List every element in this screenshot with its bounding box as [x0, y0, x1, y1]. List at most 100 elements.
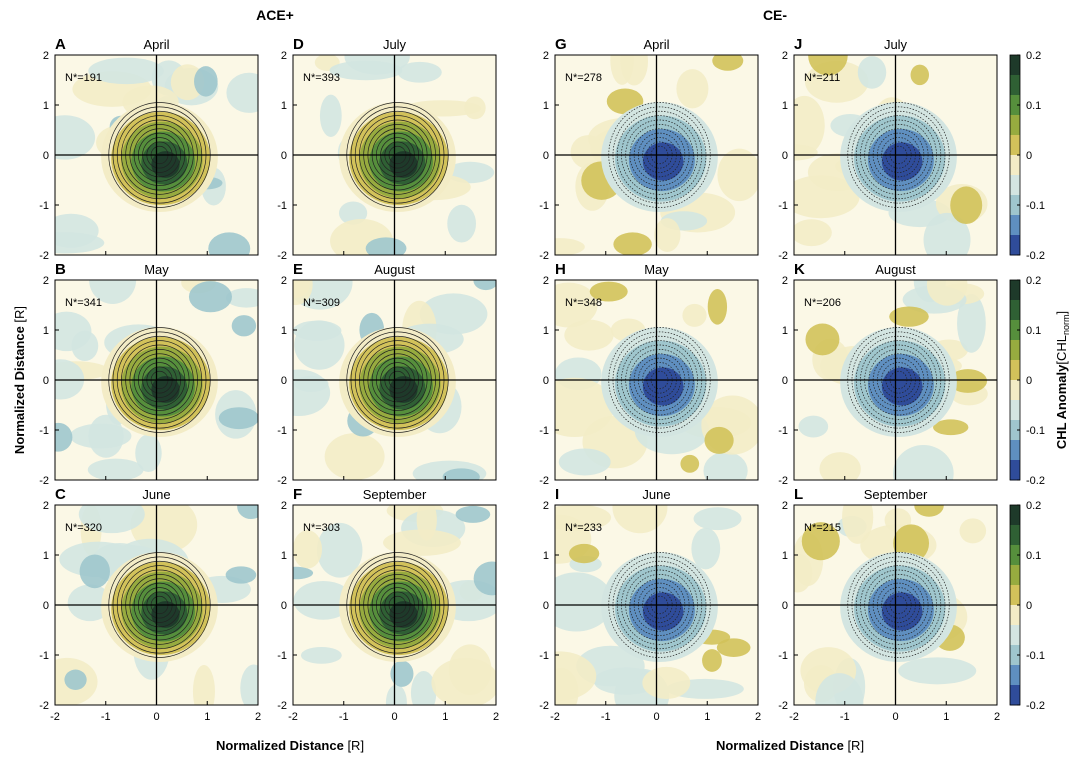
blob — [151, 376, 180, 403]
x-tick-label: 0 — [391, 711, 397, 723]
patch — [923, 212, 971, 255]
panel-annotation: N*=233 — [565, 522, 602, 534]
blob — [151, 151, 180, 178]
y-tick-label: -2 — [539, 475, 549, 487]
x-tick-label: -2 — [789, 711, 799, 723]
blob — [151, 601, 180, 628]
patch — [293, 280, 313, 306]
colorbar-band — [1010, 95, 1020, 116]
panel-title: September — [363, 487, 427, 502]
y-tick-label: -2 — [39, 700, 49, 712]
y-tick-label: 2 — [782, 50, 788, 62]
colorbar-band — [1010, 235, 1020, 256]
panel-letter: C — [55, 486, 66, 503]
patch — [385, 684, 407, 705]
blob — [389, 151, 418, 178]
blob — [881, 142, 923, 181]
patch — [613, 232, 652, 255]
colorbar-tick-label: -0.1 — [1026, 425, 1045, 437]
patch — [805, 323, 840, 356]
panel-annotation: N*=278 — [565, 72, 602, 84]
panel-annotation: N*=320 — [65, 522, 102, 534]
patch — [78, 505, 145, 534]
patch — [431, 657, 496, 705]
patch — [707, 289, 728, 325]
panel-field — [293, 505, 496, 705]
colorbar-band — [1010, 400, 1020, 421]
y-axis-label: Normalized Distance [R] — [12, 306, 27, 454]
panel-letter: B — [55, 261, 66, 278]
patch — [442, 468, 480, 480]
patch — [914, 505, 944, 517]
panel-letter: H — [555, 261, 566, 278]
colorbar-band — [1010, 645, 1020, 666]
x-tick-label: -2 — [550, 711, 560, 723]
patch — [324, 433, 385, 480]
colorbar-band — [1010, 195, 1020, 216]
patch — [555, 377, 614, 438]
patch — [293, 369, 331, 416]
patch — [225, 566, 257, 584]
colorbar-band — [1010, 300, 1020, 321]
patch — [555, 651, 597, 701]
patch — [225, 288, 258, 308]
patch — [680, 454, 700, 473]
patch — [473, 561, 496, 596]
x-tick-label: -2 — [50, 711, 60, 723]
panel-field — [555, 55, 758, 255]
patch — [555, 572, 614, 632]
y-tick-label: 1 — [43, 325, 49, 337]
panel-field — [293, 55, 496, 255]
patch — [570, 135, 606, 169]
patch — [71, 330, 99, 362]
y-tick-label: 2 — [281, 50, 287, 62]
y-label-text: Normalized Distance — [12, 326, 27, 454]
blob — [881, 592, 923, 631]
colorbar-tick-label: 0.1 — [1026, 325, 1041, 337]
patch — [240, 664, 258, 705]
patch — [815, 673, 864, 705]
patch — [794, 219, 832, 247]
colorbar-band — [1010, 380, 1020, 401]
y-tick-label: 0 — [281, 600, 287, 612]
patch — [568, 543, 600, 564]
y-tick-label: -1 — [277, 650, 287, 662]
patch — [564, 319, 614, 351]
patch — [188, 281, 232, 313]
patch — [226, 72, 258, 113]
y-tick-label: -1 — [539, 200, 549, 212]
y-tick-label: 0 — [782, 600, 788, 612]
patch — [889, 306, 929, 327]
colorbar-tick-label: 0.2 — [1026, 500, 1041, 512]
patch — [620, 55, 648, 86]
patch — [300, 646, 342, 664]
patch — [64, 669, 87, 690]
panel-letter: K — [794, 261, 805, 278]
patch — [464, 96, 486, 120]
patch — [910, 64, 930, 86]
patch — [691, 527, 721, 570]
blob — [881, 367, 923, 406]
x-tick-label: 0 — [892, 711, 898, 723]
patch — [135, 434, 162, 473]
patch — [794, 144, 818, 161]
patch — [365, 237, 407, 255]
panel-letter: L — [794, 486, 803, 503]
colorbar-band — [1010, 360, 1020, 381]
patch — [794, 553, 813, 593]
colorbar-band — [1010, 280, 1020, 301]
y-tick-label: -2 — [277, 700, 287, 712]
y-label-unit: [R] — [12, 306, 27, 323]
patch — [642, 666, 691, 699]
y-tick-label: 2 — [43, 500, 49, 512]
y-tick-label: -1 — [539, 425, 549, 437]
colorbar-band — [1010, 55, 1020, 76]
colorbar-band — [1010, 545, 1020, 566]
y-tick-label: 1 — [281, 325, 287, 337]
colorbar-band — [1010, 115, 1020, 136]
patch — [390, 660, 414, 687]
panel-title: June — [642, 487, 670, 502]
x-tick-label: 2 — [493, 711, 499, 723]
patch — [383, 529, 461, 556]
colorbar-tick-label: -0.2 — [1026, 475, 1045, 487]
